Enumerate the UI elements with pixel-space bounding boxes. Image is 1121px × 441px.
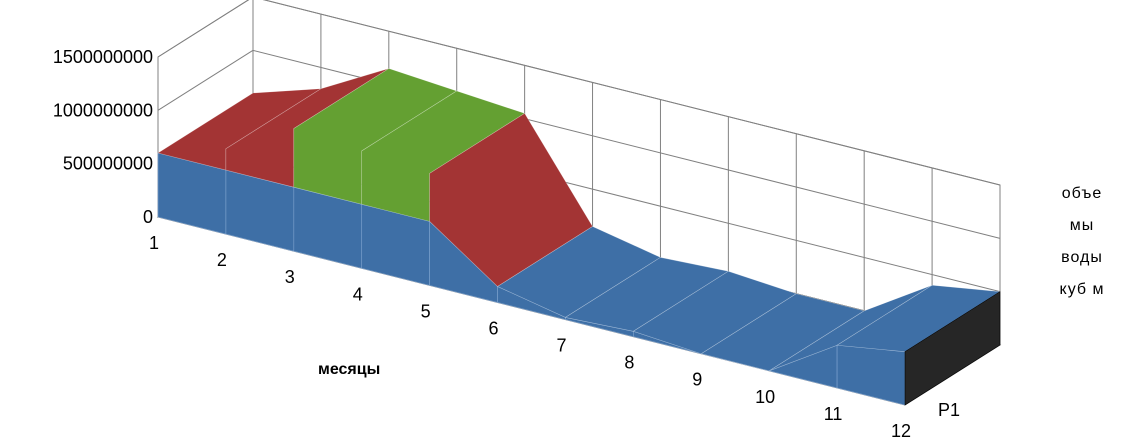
surface-face	[836, 344, 906, 406]
x-tick-label: 4	[353, 284, 363, 304]
legend-label: мы	[1070, 217, 1095, 234]
legend: объе мы воды куб м	[1060, 185, 1105, 298]
gridline-back	[262, 0, 1001, 186]
x-tick-label: 2	[217, 250, 227, 270]
x-tick-label: 7	[556, 336, 566, 356]
legend-label: объе	[1062, 185, 1102, 202]
surface-ribbon	[429, 112, 593, 287]
y-tick-label: 1000000000	[53, 100, 153, 120]
x-tick-label: 5	[421, 301, 431, 321]
series-axis-label: P1	[938, 400, 960, 420]
x-axis-label: месяцы	[318, 361, 380, 378]
x-tick-label: 1	[149, 233, 159, 253]
y-tick-label: 1500000000	[53, 47, 153, 67]
y-tick-label: 0	[143, 207, 153, 227]
legend-label: воды	[1061, 249, 1103, 266]
y-tick-label: 500000000	[63, 154, 153, 174]
chart-surface	[157, 68, 1001, 406]
x-tick-label: 3	[285, 267, 295, 287]
x-tick-label: 8	[624, 353, 634, 373]
gridline-side	[157, 0, 250, 58]
x-tick-label: 10	[755, 387, 775, 407]
legend-label: куб м	[1060, 281, 1105, 298]
gridline-side	[157, 49, 254, 111]
x-tick-label: 6	[489, 318, 499, 338]
x-tick-label: 12	[891, 421, 911, 441]
y-tick-labels: 0 500000000 1000000000 1500000000	[53, 47, 153, 227]
x-tick-label: 11	[824, 404, 843, 424]
x-tick-label: 9	[692, 370, 702, 390]
surface-end-cap	[904, 291, 1001, 406]
surface-ribbon	[157, 88, 322, 171]
